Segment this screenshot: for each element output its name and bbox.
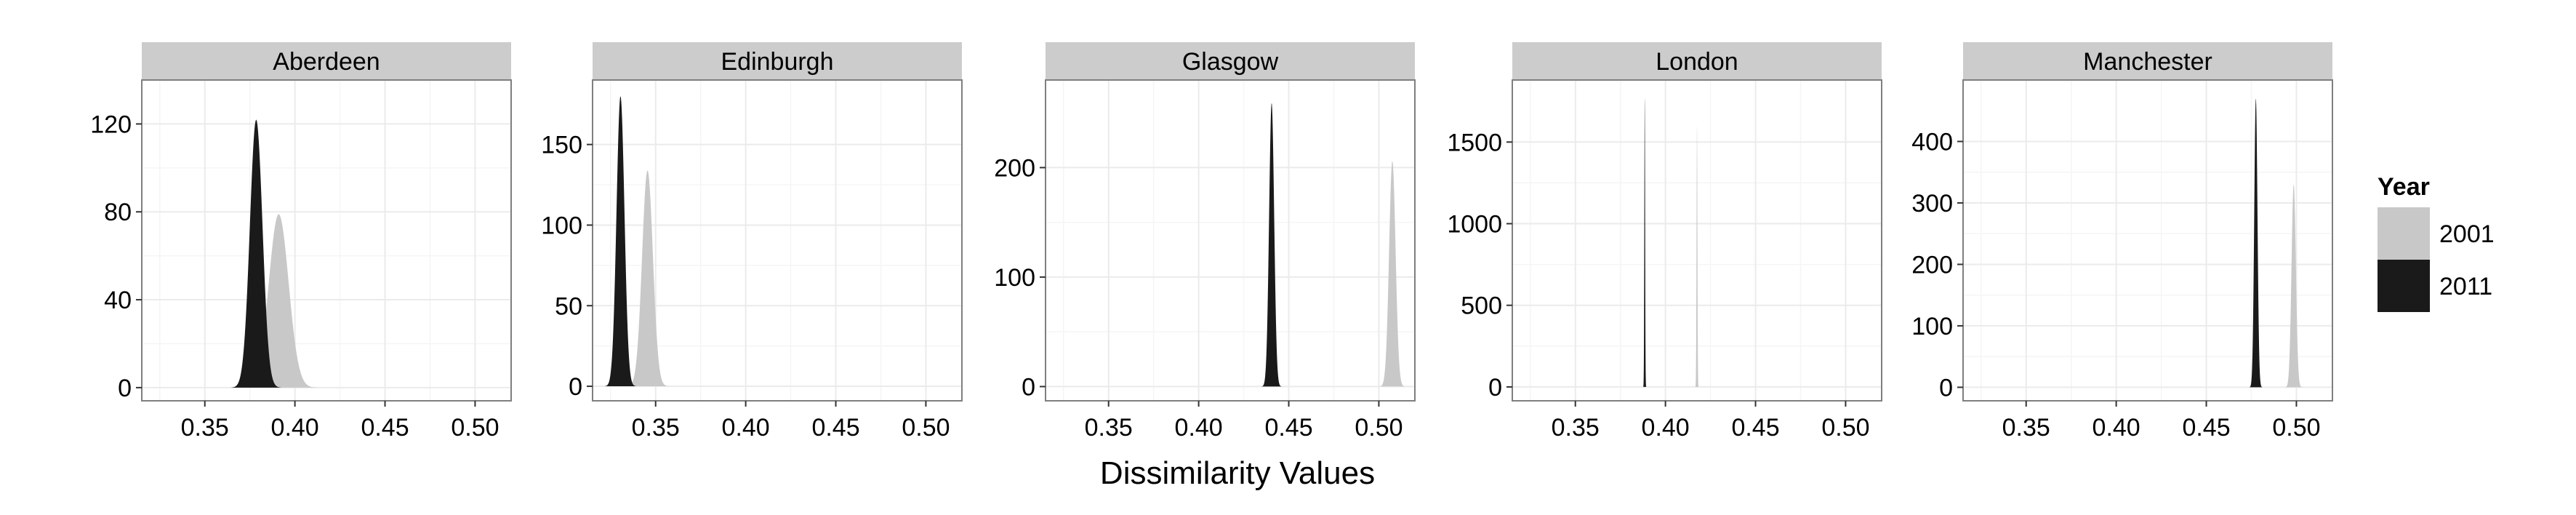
strip-label-london: London: [1656, 48, 1738, 76]
strip-label-edinburgh: Edinburgh: [721, 48, 833, 76]
y-tick-label: 0: [1488, 374, 1502, 402]
x-tick-label: 0.50: [451, 414, 499, 442]
x-tick-label: 0.45: [361, 414, 409, 442]
y-tick-label: 0: [1022, 373, 1035, 401]
y-tick-label: 0: [1939, 374, 1953, 402]
y-tick-label: 40: [104, 287, 132, 314]
legend-title: Year: [2378, 173, 2430, 201]
x-tick-label: 0.50: [2272, 414, 2320, 442]
x-tick-label: 0.50: [1821, 414, 1869, 442]
x-tick-label: 0.35: [2002, 414, 2050, 442]
strip-label-manchester: Manchester: [2083, 48, 2212, 76]
panel-manchester: Manchester 0 100 200 300 400 0.35 0.40 0.45 0.50: [1911, 42, 2333, 442]
x-tick-label: 0.50: [1355, 414, 1403, 442]
y-tick-label: 100: [1911, 313, 1953, 340]
y-tick-label: 150: [541, 132, 582, 159]
y-tick-label: 100: [541, 212, 582, 239]
x-tick-label: 0.35: [632, 414, 680, 442]
strip-glasgow: [1046, 42, 1415, 80]
panel-glasgow: Glasgow 0 100 200 0.35 0.40 0.45 0.50: [994, 42, 1416, 442]
panel-border-manchester: [1962, 79, 2333, 402]
legend-swatch-2001: [2378, 207, 2430, 260]
x-tick-label: 0.40: [271, 414, 319, 442]
strip-label-aberdeen: Aberdeen: [273, 48, 380, 76]
panel-london: London 0 500 1000 1500 0.35 0.40 0.45 0.50: [1447, 42, 1882, 442]
y-tick-label: 500: [1461, 292, 1502, 320]
strip-aberdeen: [142, 42, 511, 80]
legend-label-2011: 2011: [2439, 273, 2492, 300]
y-tick-label: 50: [555, 292, 582, 320]
y-tick-label: 100: [994, 264, 1035, 292]
panel-edinburgh: Edinburgh 0 50 100 150 0.35 0.40 0.45 0.50: [541, 42, 963, 442]
panel-border-london: [1512, 79, 1882, 402]
x-tick-label: 0.45: [2182, 414, 2230, 442]
x-tick-label: 0.40: [2093, 414, 2140, 442]
density-edinburgh-2011: [604, 96, 637, 387]
x-tick-label: 0.35: [1552, 414, 1600, 442]
x-tick-label: 0.45: [1731, 414, 1779, 442]
x-tick-label: 0.35: [1085, 414, 1133, 442]
density-london-2001: [1695, 125, 1699, 387]
y-tick-label: 400: [1911, 128, 1953, 156]
y-tick-label: 0: [569, 373, 582, 401]
strip-manchester: [1963, 42, 2332, 80]
x-tick-label: 0.40: [1175, 414, 1223, 442]
strip-london: [1512, 42, 1882, 80]
y-tick-label: 1500: [1447, 129, 1502, 156]
legend: Year 2001 2011: [2378, 173, 2495, 312]
density-edinburgh-2001: [625, 170, 670, 387]
density-glasgow-2011: [1261, 103, 1282, 387]
y-tick-label: 1000: [1447, 210, 1502, 238]
panel-border-glasgow: [1045, 79, 1416, 402]
density-london-2011: [1642, 97, 1647, 387]
legend-swatch-2011: [2378, 260, 2430, 312]
x-axis-title: Dissimilarity Values: [1100, 455, 1375, 491]
x-tick-label: 0.35: [181, 414, 229, 442]
strip-edinburgh: [593, 42, 962, 80]
density-manchester-2011: [2249, 98, 2263, 388]
y-tick-label: 0: [118, 375, 132, 402]
x-tick-label: 0.40: [1642, 414, 1690, 442]
y-tick-label: 200: [994, 154, 1035, 182]
legend-label-2001: 2001: [2439, 220, 2495, 248]
density-aberdeen-2001: [238, 214, 318, 388]
x-tick-label: 0.50: [902, 414, 950, 442]
plot-background-manchester: [1963, 80, 2332, 401]
y-tick-label: 300: [1911, 190, 1953, 217]
y-tick-label: 80: [104, 199, 132, 226]
x-tick-label: 0.45: [811, 414, 859, 442]
x-tick-label: 0.45: [1264, 414, 1312, 442]
strip-label-glasgow: Glasgow: [1182, 48, 1279, 76]
y-tick-label: 200: [1911, 251, 1953, 279]
x-tick-label: 0.40: [722, 414, 770, 442]
y-tick-label: 120: [90, 111, 132, 138]
plot-background-glasgow: [1046, 80, 1415, 401]
plot-background-aberdeen: [142, 80, 511, 401]
panel-border-edinburgh: [592, 79, 963, 402]
density-aberdeen-2011: [230, 119, 282, 388]
density-manchester-2001: [2284, 184, 2303, 388]
density-glasgow-2001: [1379, 161, 1405, 387]
panel-aberdeen: Aberdeen 0 40 80 120 0.35 0.40 0.45 0.50: [90, 42, 512, 442]
panel-border-aberdeen: [141, 79, 512, 402]
